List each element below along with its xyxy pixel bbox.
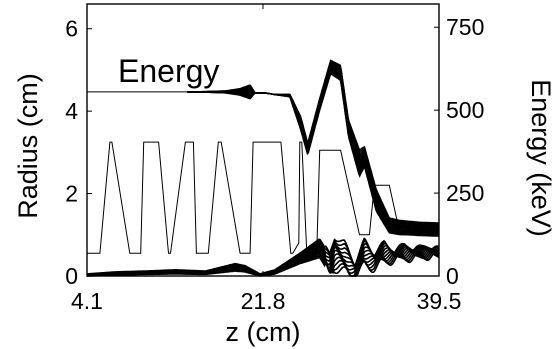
y-axis-title-left: Radius (cm) xyxy=(13,73,43,219)
energy-trajectory-line xyxy=(187,62,439,227)
energy-trajectory-line xyxy=(187,64,439,229)
energy-trajectory-line xyxy=(187,72,439,237)
energy-trajectory-line xyxy=(187,70,440,235)
y-left-tick-label: 4 xyxy=(65,98,78,124)
energy-trajectory-line xyxy=(187,59,439,224)
energy-trajectory-line xyxy=(187,61,440,226)
x-tick-label: 39.5 xyxy=(417,288,462,314)
y-right-tick-label: 500 xyxy=(446,97,484,123)
energy-annotation: Energy xyxy=(118,53,219,89)
x-tick-label: 4.1 xyxy=(71,288,103,314)
radius-trajectory-line xyxy=(86,243,440,276)
plot-frame xyxy=(86,3,440,277)
energy-trajectory-line xyxy=(187,63,439,228)
energy-trajectory-line xyxy=(187,71,440,236)
energy-trajectory-line xyxy=(187,68,439,233)
y-axis-title-right: Energy (keV) xyxy=(526,79,556,237)
y-left-tick-label: 0 xyxy=(65,263,78,289)
y-left-tick-label: 2 xyxy=(65,181,78,207)
x-tick-label: 21.8 xyxy=(241,288,286,314)
y-right-tick-label: 750 xyxy=(446,14,484,40)
energy-trajectory-line xyxy=(187,60,439,225)
electrode-profile-line xyxy=(87,141,439,254)
energy-trajectory-line xyxy=(187,69,439,234)
curves-layer xyxy=(86,59,440,277)
y-right-tick-label: 250 xyxy=(446,180,484,206)
y-left-tick-label: 6 xyxy=(65,16,78,42)
x-axis-title: z (cm) xyxy=(226,317,301,347)
y-right-tick-label: 0 xyxy=(446,263,459,289)
